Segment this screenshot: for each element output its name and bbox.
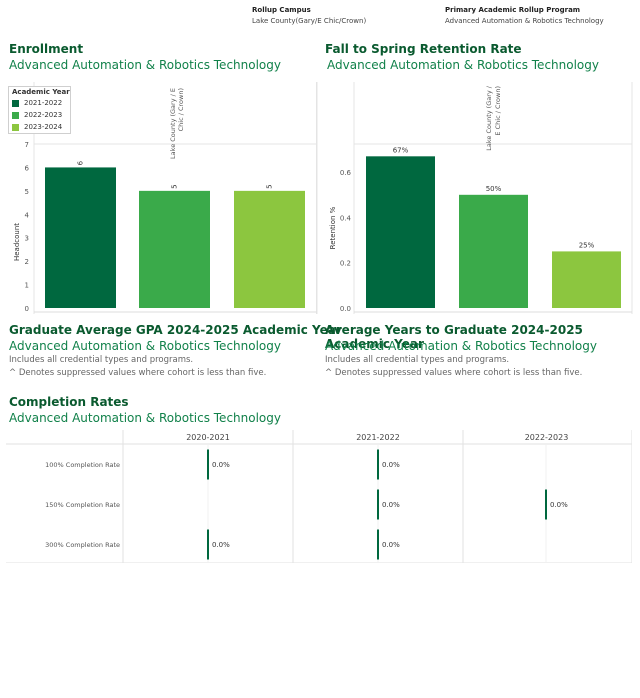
retention-y-tick: 0.2 [340,260,351,268]
completion-title: Completion Rates [9,395,129,409]
program-filter-label: Primary Academic Rollup Program [445,6,581,14]
completion-data-label: 0.0% [550,501,568,509]
legend-item-2023-2024[interactable]: 2023-2024 [12,121,62,133]
enrollment-data-label: 5 [266,184,274,188]
retention-bar-2023-2024 [552,251,621,308]
enrollment-y-tick: 0 [25,305,29,313]
completion-rates-chart: 2020-2021 2021-2022 2022-2023 100% Completi… [6,430,632,563]
retention-title: Fall to Spring Retention Rate [325,42,522,56]
enrollment-legend[interactable]: Academic Year 2021-2022 2022-2023 2023-2… [8,86,71,134]
enrollment-bar-2023-2024 [234,190,305,308]
legend-item-2021-2022[interactable]: 2021-2022 [12,97,62,109]
completion-bar [207,529,209,560]
retention-subtitle: Advanced Automation & Robotics Technolog… [327,58,599,72]
enrollment-campus-header-line2: Chic / Crown) [177,88,185,131]
enrollment-y-tick: 4 [25,211,30,219]
retention-y-tick: 0.4 [340,214,352,222]
enrollment-y-tick: 7 [25,141,29,149]
retention-bar-2021-2022 [366,156,435,308]
completion-bar [377,449,379,480]
completion-bar [545,489,547,520]
enrollment-subtitle: Advanced Automation & Robotics Technolog… [9,58,281,72]
enrollment-data-label: 5 [171,184,179,188]
legend-swatch-2021-2022 [12,99,19,107]
gpa-note-1: Includes all credential types and progra… [9,355,194,365]
years-grad-note-2: ^ Denotes suppressed values where cohort… [325,368,583,378]
retention-chart: Lake County (Gary / E Chic / Crown) Rete… [316,82,633,314]
enrollment-y-tick: 6 [25,164,30,172]
campus-filter-label: Rollup Campus [252,6,311,14]
enrollment-data-label: 6 [77,160,85,165]
completion-row-label: 300% Completion Rate [45,541,120,549]
retention-y-tick: 0.0 [340,305,351,313]
completion-data-label: 0.0% [382,461,400,469]
retention-data-label: 25% [579,241,595,249]
enrollment-y-tick: 2 [25,258,29,266]
years-grad-title: Average Years to Graduate 2024-2025 Acad… [325,323,583,351]
enrollment-y-tick: 1 [25,282,29,290]
legend-item-2022-2023[interactable]: 2022-2023 [12,109,62,121]
gpa-title: Graduate Average GPA 2024-2025 Academic … [9,323,342,337]
completion-data-label: 0.0% [382,541,400,549]
completion-row-label: 150% Completion Rate [45,501,120,509]
legend-title: Academic Year [12,88,70,96]
retention-y-axis-label: Retention % [329,206,337,249]
enrollment-y-tick: 3 [25,235,29,243]
legend-swatch-2022-2023 [12,111,19,119]
enrollment-y-axis-label: Headcount [13,223,21,261]
years-grad-subtitle: Advanced Automation & Robotics Technolog… [325,339,597,353]
completion-data-label: 0.0% [212,541,230,549]
completion-data-label: 0.0% [212,461,230,469]
enrollment-title: Enrollment [9,42,84,56]
completion-bar [377,529,379,560]
completion-column-header: 2020-2021 [186,433,230,442]
completion-data-label: 0.0% [382,501,400,509]
enrollment-campus-header-line1: Lake County (Gary / E [169,88,177,159]
enrollment-bar-2022-2023 [139,190,210,308]
retention-campus-header-line1: Lake County (Gary / [485,85,493,151]
retention-y-tick: 0.6 [340,169,352,177]
enrollment-chart: Lake County (Gary / E Chic / Crown) Head… [13,82,318,314]
retention-bar-2022-2023 [459,194,528,308]
enrollment-bar-2021-2022 [45,167,116,308]
retention-data-label: 50% [486,185,502,193]
completion-bar [377,489,379,520]
retention-data-label: 67% [393,146,409,154]
program-filter-value[interactable]: Advanced Automation & Robotics Technolog… [445,17,604,25]
legend-swatch-2023-2024 [12,123,19,131]
completion-bar [207,449,209,480]
completion-subtitle: Advanced Automation & Robotics Technolog… [9,411,281,425]
completion-column-header: 2022-2023 [525,433,569,442]
completion-column-header: 2021-2022 [356,433,400,442]
campus-filter-value[interactable]: Lake County(Gary/E Chic/Crown) [252,17,367,25]
years-grad-note-1: Includes all credential types and progra… [325,355,510,365]
enrollment-y-tick: 5 [25,188,29,196]
retention-campus-header-line2: E Chic / Crown) [494,86,502,136]
gpa-subtitle: Advanced Automation & Robotics Technolog… [9,339,281,353]
completion-row-label: 100% Completion Rate [45,461,120,469]
gpa-note-2: ^ Denotes suppressed values where cohort… [9,368,267,378]
